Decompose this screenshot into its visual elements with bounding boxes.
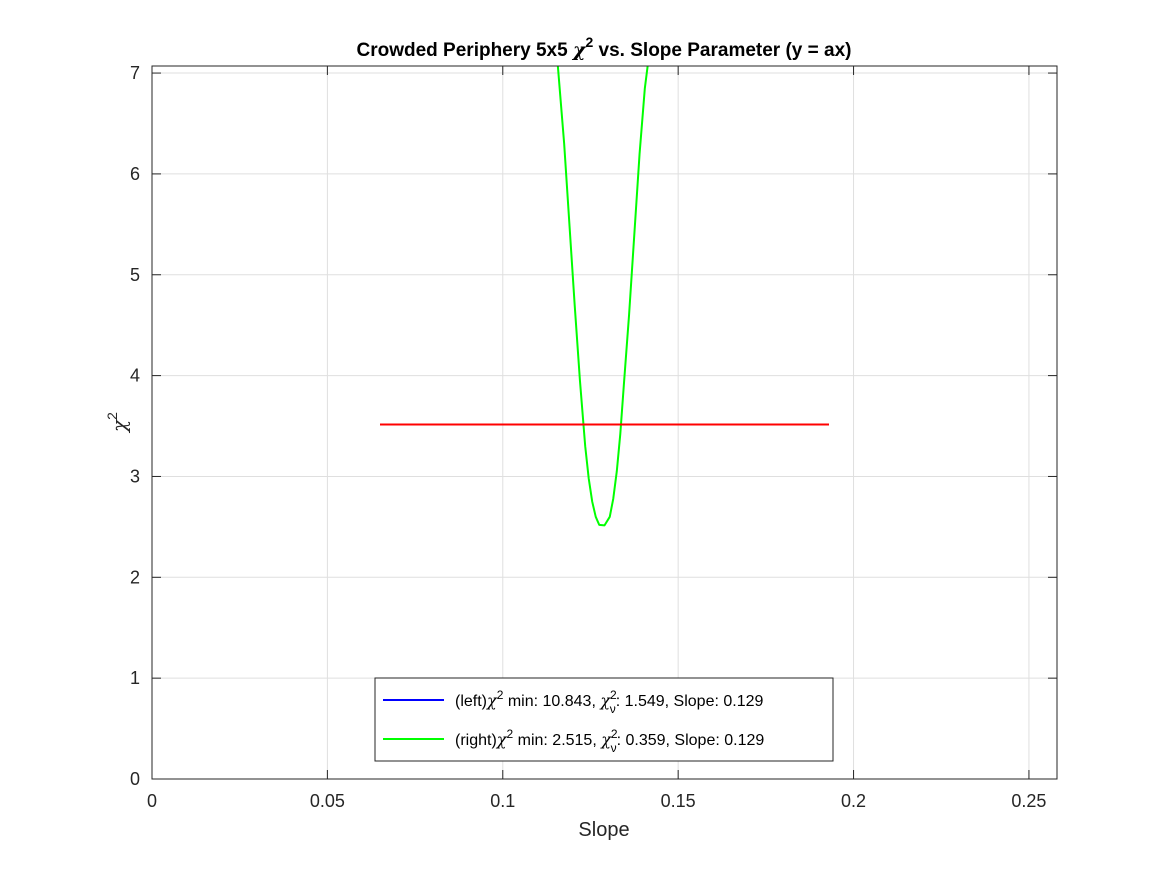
x-tick-label: 0.15 — [661, 791, 696, 811]
legend-right-chi-exp: 2 — [506, 727, 513, 741]
y-tick-label: 0 — [130, 769, 140, 789]
legend-right-nu-chi: χ — [600, 730, 612, 749]
chart-title: Crowded Periphery 5x5 χ2 vs. Slope Param… — [357, 34, 852, 61]
legend-right-nu-sub: ν — [611, 741, 617, 755]
legend-left-nu-sub: ν — [610, 702, 616, 716]
y-tick-label: 5 — [130, 265, 140, 285]
y-tick-label: 4 — [130, 366, 140, 386]
axis-ticks: 0 0.05 0.1 0.15 0.2 0.25 0 1 2 3 4 5 6 7 — [130, 63, 1057, 811]
legend-left-prefix: (left) — [455, 693, 487, 710]
x-axis-label: Slope — [578, 819, 629, 841]
chart-title-chi-symbol: χ — [571, 39, 587, 61]
y-tick-label: 7 — [130, 63, 140, 83]
y-axis-label-exponent: 2 — [104, 412, 120, 420]
plot-area: 0 0.05 0.1 0.15 0.2 0.25 0 1 2 3 4 5 6 7 — [130, 63, 1058, 811]
y-axis-label: χ2 — [104, 412, 131, 434]
legend-right-min-text: min: 2.515, — [513, 732, 601, 749]
legend-right-rest: : 0.359, Slope: 0.129 — [617, 732, 765, 749]
y-tick-label: 2 — [130, 567, 140, 587]
chart-title-exponent: 2 — [585, 34, 593, 50]
legend-box — [374, 677, 834, 762]
legend-right-chi: χ — [496, 730, 508, 749]
x-tick-label: 0.25 — [1011, 791, 1046, 811]
legend-entry-right: (right)χ2 min: 2.515, χ2 ν: 0.359, Slope:… — [455, 727, 764, 755]
legend-right-nu-exp: 2 — [611, 727, 618, 741]
chart-title-suffix: vs. Slope Parameter (y = ax) — [593, 40, 851, 61]
legend-left-rest: : 1.549, Slope: 0.129 — [616, 693, 764, 710]
y-tick-label: 1 — [130, 668, 140, 688]
x-tick-label: 0.2 — [841, 791, 866, 811]
gridlines — [152, 66, 1057, 779]
legend-left-chi-exp: 2 — [497, 688, 504, 702]
series-right-line — [556, 65, 649, 527]
x-tick-label: 0.1 — [490, 791, 515, 811]
y-tick-label: 6 — [130, 164, 140, 184]
legend-left-nu-chi: χ — [599, 691, 611, 710]
legend-right-prefix: (right) — [455, 732, 497, 749]
y-axis-label-chi-symbol: χ — [107, 418, 131, 434]
legend-left-nu-exp: 2 — [610, 688, 617, 702]
legend-left-chi: χ — [486, 691, 498, 710]
y-tick-label: 3 — [130, 466, 140, 486]
chart-title-prefix: Crowded Periphery 5x5 — [357, 40, 573, 61]
series-layer — [380, 65, 829, 527]
legend: (left)χ2 min: 10.843, χ2 ν: 1.549, Slope:… — [374, 677, 834, 762]
legend-entry-left: (left)χ2 min: 10.843, χ2 ν: 1.549, Slope:… — [455, 688, 764, 716]
legend-left-min-text: min: 10.843, — [503, 693, 600, 710]
axes-background — [152, 66, 1057, 779]
x-tick-label: 0.05 — [310, 791, 345, 811]
x-tick-label: 0 — [147, 791, 157, 811]
axes-box — [151, 65, 1058, 780]
